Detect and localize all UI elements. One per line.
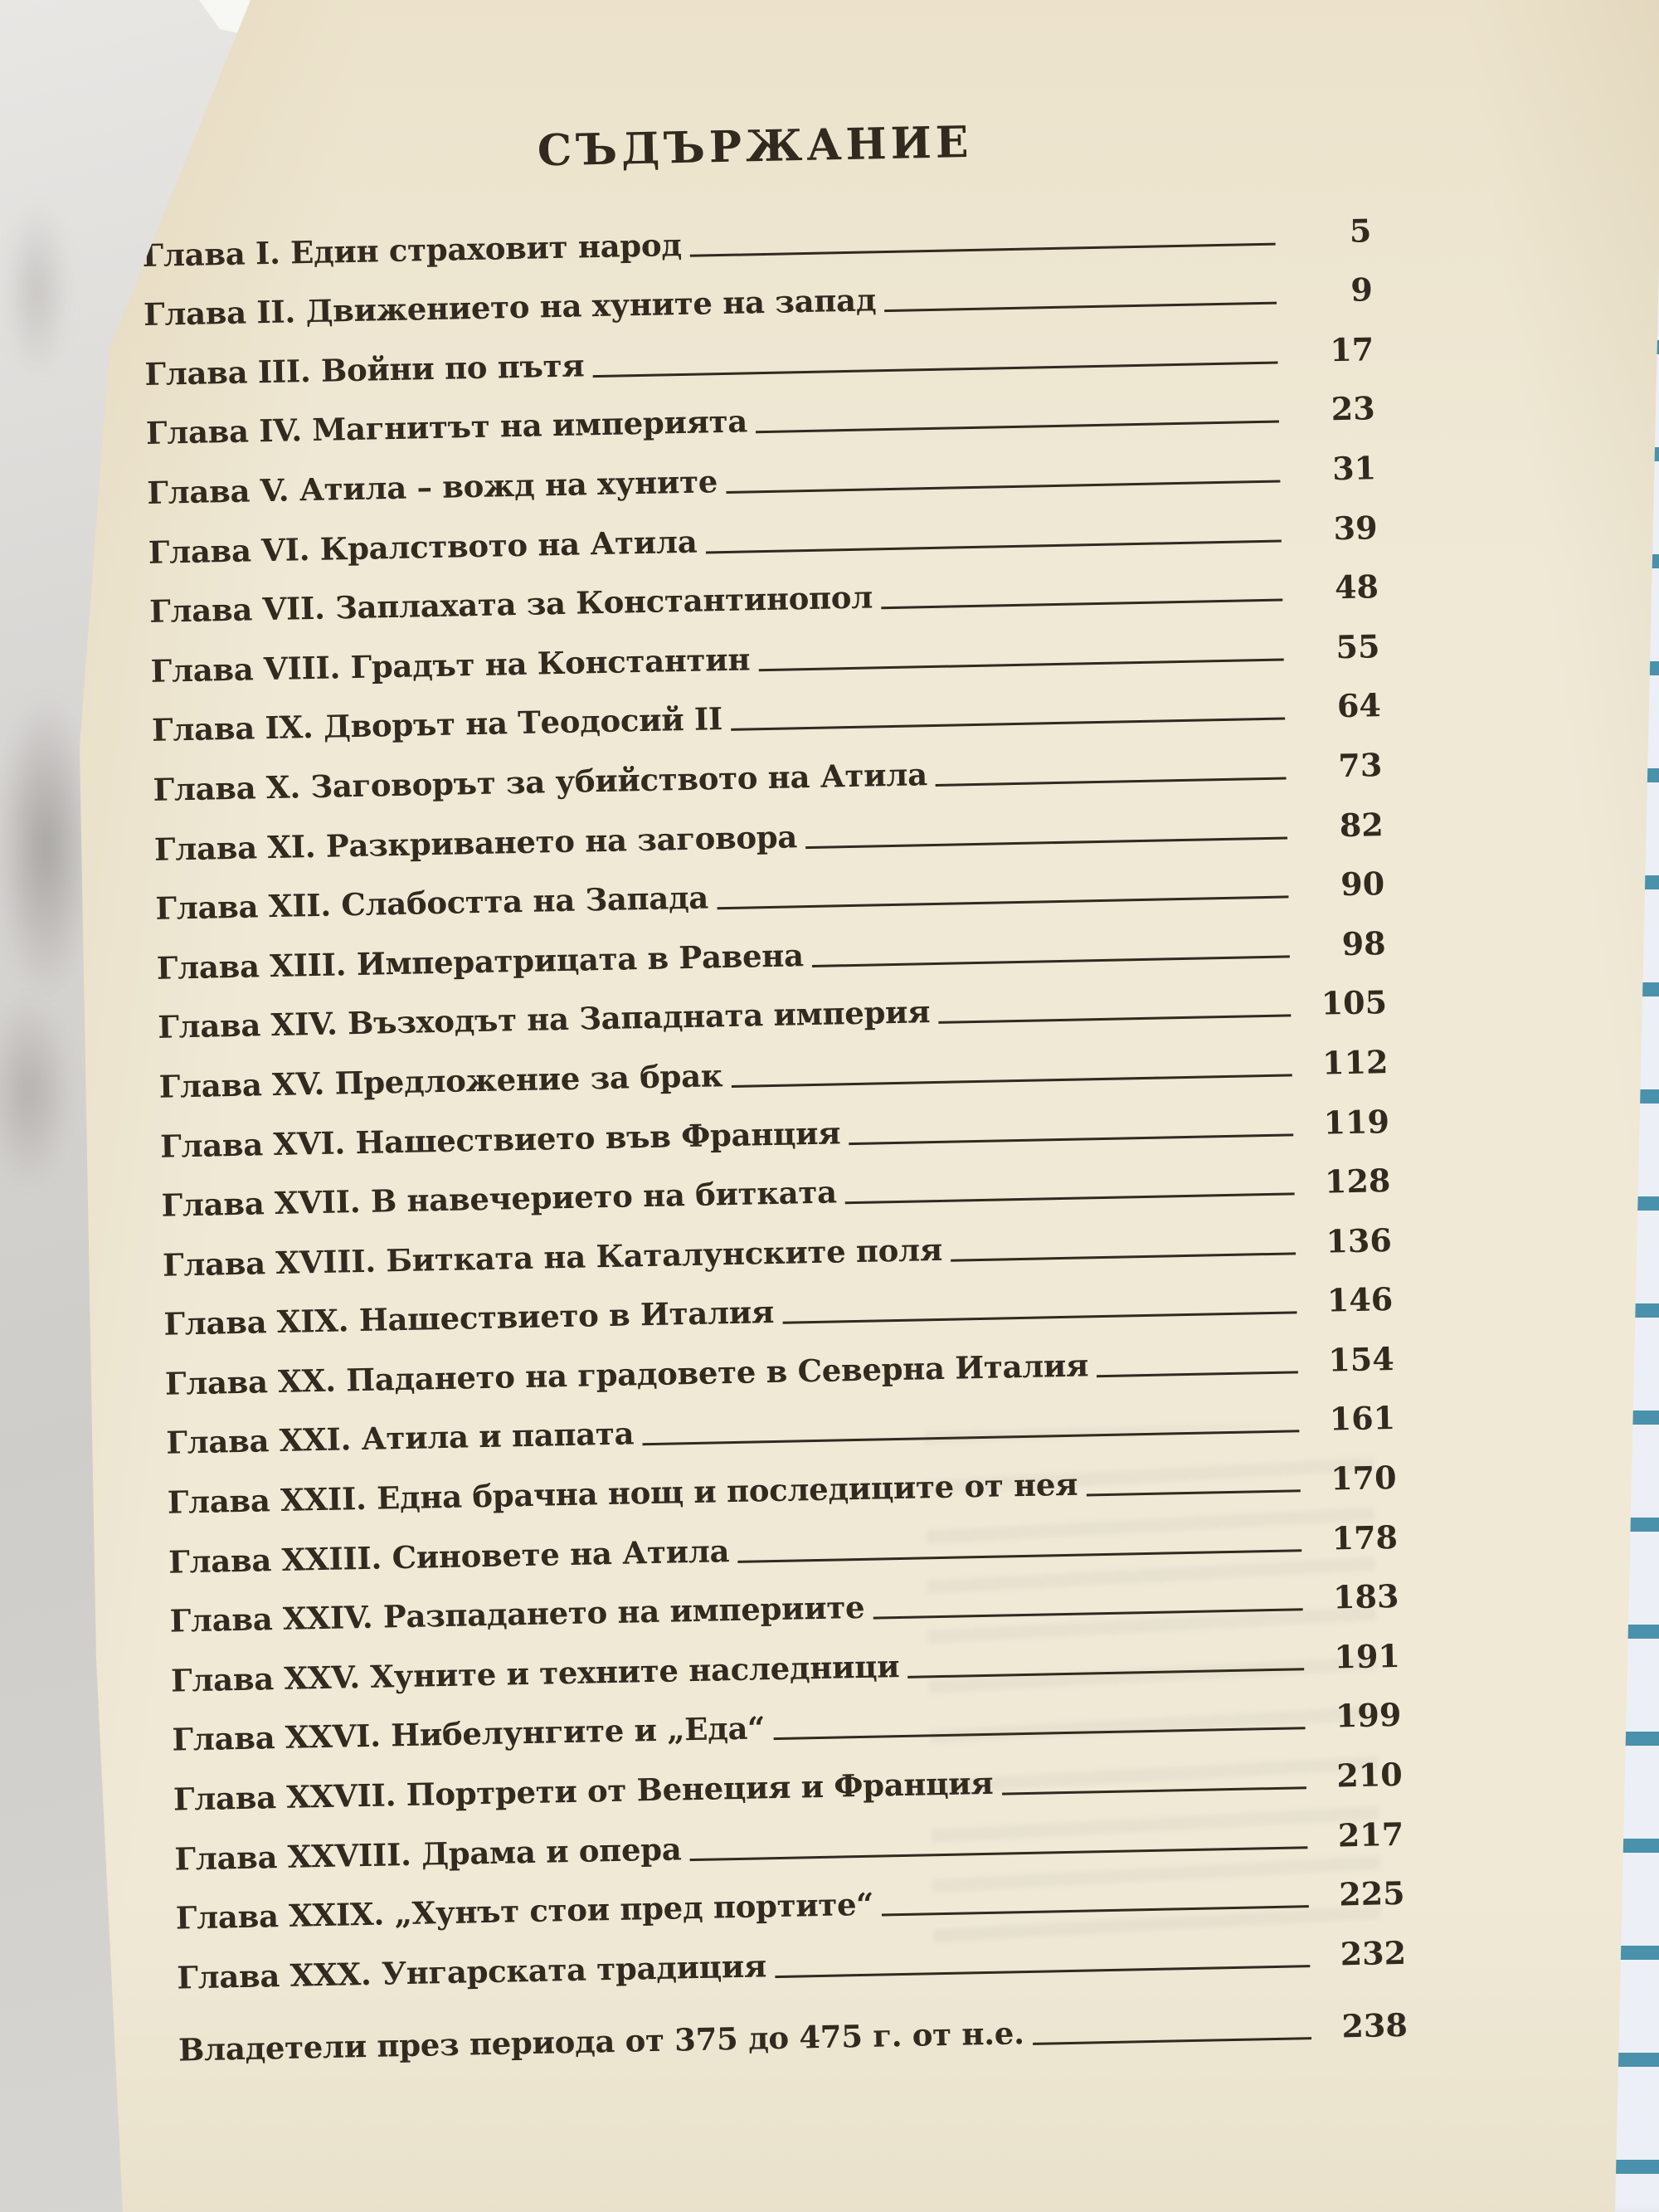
page-number: 112 <box>1321 1042 1389 1082</box>
leader-line <box>731 717 1286 732</box>
page-number: 217 <box>1337 1815 1404 1854</box>
table-of-contents: СЪДЪРЖАНИЕ Глава I. Един страховит народ… <box>140 109 1408 2077</box>
chapter-label: Глава XXVII. Портрети от Венеция и Франц… <box>173 1764 994 1818</box>
leader-line <box>689 242 1276 257</box>
chapter-label: Глава XXIX. „Хунът стои пред портите“ <box>175 1885 874 1937</box>
chapter-label: Глава I. Един страховит народ <box>142 226 683 274</box>
chapter-label: Глава XXI. Атила и папата <box>165 1415 635 1462</box>
page-number: 199 <box>1335 1696 1402 1735</box>
chapter-label: Глава XXII. Една брачна нощ и последицит… <box>167 1465 1078 1521</box>
chapter-label: Глава VII. Заплахата за Константинопол <box>148 578 873 631</box>
leader-line <box>849 1133 1294 1145</box>
page-number: 191 <box>1334 1636 1401 1676</box>
page-number: 9 <box>1350 270 1374 309</box>
leader-line <box>938 1014 1292 1025</box>
page-number: 31 <box>1331 449 1377 488</box>
page-number: 225 <box>1338 1874 1406 1913</box>
page-number: 119 <box>1323 1102 1390 1142</box>
leader-line <box>844 1192 1295 1205</box>
chapter-label: Глава XVII. В навечерието на битката <box>161 1173 838 1224</box>
page-number: 183 <box>1332 1577 1399 1616</box>
chapter-label: Глава IV. Магнитът на империята <box>145 402 748 452</box>
chapter-label: Глава XV. Предложение за брак <box>158 1057 723 1105</box>
chapter-label: Глава X. Заговорът за убийството на Атил… <box>153 756 928 808</box>
leader-line <box>705 539 1282 554</box>
leader-line <box>935 777 1287 787</box>
leader-line <box>1097 1371 1298 1378</box>
leader-line <box>737 1548 1302 1563</box>
page-number: 39 <box>1333 508 1378 547</box>
chapter-label: Глава XXX. Унгарската традиция <box>176 1947 767 1996</box>
chapter-label: Глава XXIII. Синовете на Атила <box>168 1532 730 1581</box>
leader-line <box>689 1845 1308 1861</box>
leader-line <box>1032 2037 1312 2046</box>
leader-line <box>773 1727 1306 1741</box>
leader-line <box>592 361 1278 378</box>
page-number: 210 <box>1335 1755 1404 1795</box>
chapter-label: Глава XIII. Императрицата в Равена <box>156 936 805 987</box>
page-number: 64 <box>1336 686 1382 725</box>
chapter-label: Глава VI. Кралството на Атила <box>148 523 698 571</box>
leader-line <box>805 836 1288 849</box>
chapter-label: Глава V. Атила – вожд на хуните <box>146 463 718 511</box>
chapter-label: Глава XI. Разкриването на заговора <box>153 817 798 868</box>
leader-line <box>756 420 1279 434</box>
chapter-label: Глава XXIV. Разпадането на империите <box>169 1589 865 1640</box>
page-number: 136 <box>1325 1220 1393 1260</box>
page-number: 178 <box>1331 1518 1399 1557</box>
page-number: 146 <box>1326 1280 1394 1319</box>
page-title: СЪДЪРЖАНИЕ <box>537 116 974 177</box>
leader-line <box>811 955 1290 967</box>
leader-line <box>642 1430 1300 1446</box>
chapter-label: Глава XII. Слабостта на Запада <box>155 879 709 927</box>
pencil-smudge <box>0 166 83 415</box>
page-number: 90 <box>1340 865 1385 904</box>
chapter-label: Глава XIX. Нашествието в Италия <box>163 1294 775 1343</box>
page-number: 238 <box>1340 2006 1408 2045</box>
toc-list: Глава I. Един страховит народ 5 Глава II… <box>142 197 1408 2077</box>
leader-line <box>882 1905 1309 1917</box>
leader-line <box>873 1608 1303 1620</box>
page-number: 23 <box>1331 389 1376 428</box>
leader-line <box>758 658 1284 671</box>
page-number: 17 <box>1329 330 1374 369</box>
page-number: 105 <box>1321 983 1388 1022</box>
page-number: 98 <box>1341 923 1387 962</box>
page-number: 55 <box>1335 626 1380 665</box>
leader-line <box>717 895 1289 910</box>
leader-line <box>881 598 1283 610</box>
chapter-label: Глава III. Войни по пътя <box>144 347 585 392</box>
leader-line <box>782 1311 1297 1325</box>
leader-line <box>907 1668 1305 1678</box>
page-number: 5 <box>1349 211 1372 250</box>
chapter-label: Глава XXVI. Нибелунгите и „Еда“ <box>172 1709 766 1759</box>
leader-line <box>1001 1786 1307 1795</box>
page-number: 232 <box>1340 1933 1407 1973</box>
leader-line <box>884 301 1277 313</box>
chapter-label: Глава XXV. Хуните и техните наследници <box>170 1647 900 1699</box>
chapter-label: Глава XIV. Възходът на Западната империя <box>157 993 931 1046</box>
chapter-label: Глава II. Движението на хуните на запад <box>143 281 877 334</box>
chapter-label: Глава XXVIII. Драма и опера <box>173 1830 682 1878</box>
chapter-label: Глава IX. Дворът на Теодосий II <box>151 700 723 749</box>
leader-line <box>1086 1489 1301 1497</box>
page-number: 161 <box>1329 1399 1396 1439</box>
chapter-label: Глава XVI. Нашествието във Франция <box>159 1113 841 1165</box>
page-number: 73 <box>1337 746 1383 785</box>
chapter-label: Глава XVIII. Битката на Каталунските пол… <box>162 1230 943 1284</box>
chapter-label: Владетели през периода от 375 до 475 г. … <box>178 2015 1024 2068</box>
leader-line <box>775 1964 1311 1978</box>
page-number: 128 <box>1324 1162 1391 1201</box>
leader-line <box>726 480 1281 494</box>
leader-line <box>951 1252 1297 1262</box>
chapter-label: Глава VIII. Градът на Константин <box>150 641 751 689</box>
page-number: 48 <box>1334 568 1379 607</box>
toc-row: Владетели през периода от 375 до 475 г. … <box>178 1993 1408 2077</box>
leader-line <box>731 1074 1292 1088</box>
page-number: 154 <box>1327 1339 1395 1379</box>
page-number: 82 <box>1339 805 1384 844</box>
page-number: 170 <box>1330 1459 1397 1498</box>
